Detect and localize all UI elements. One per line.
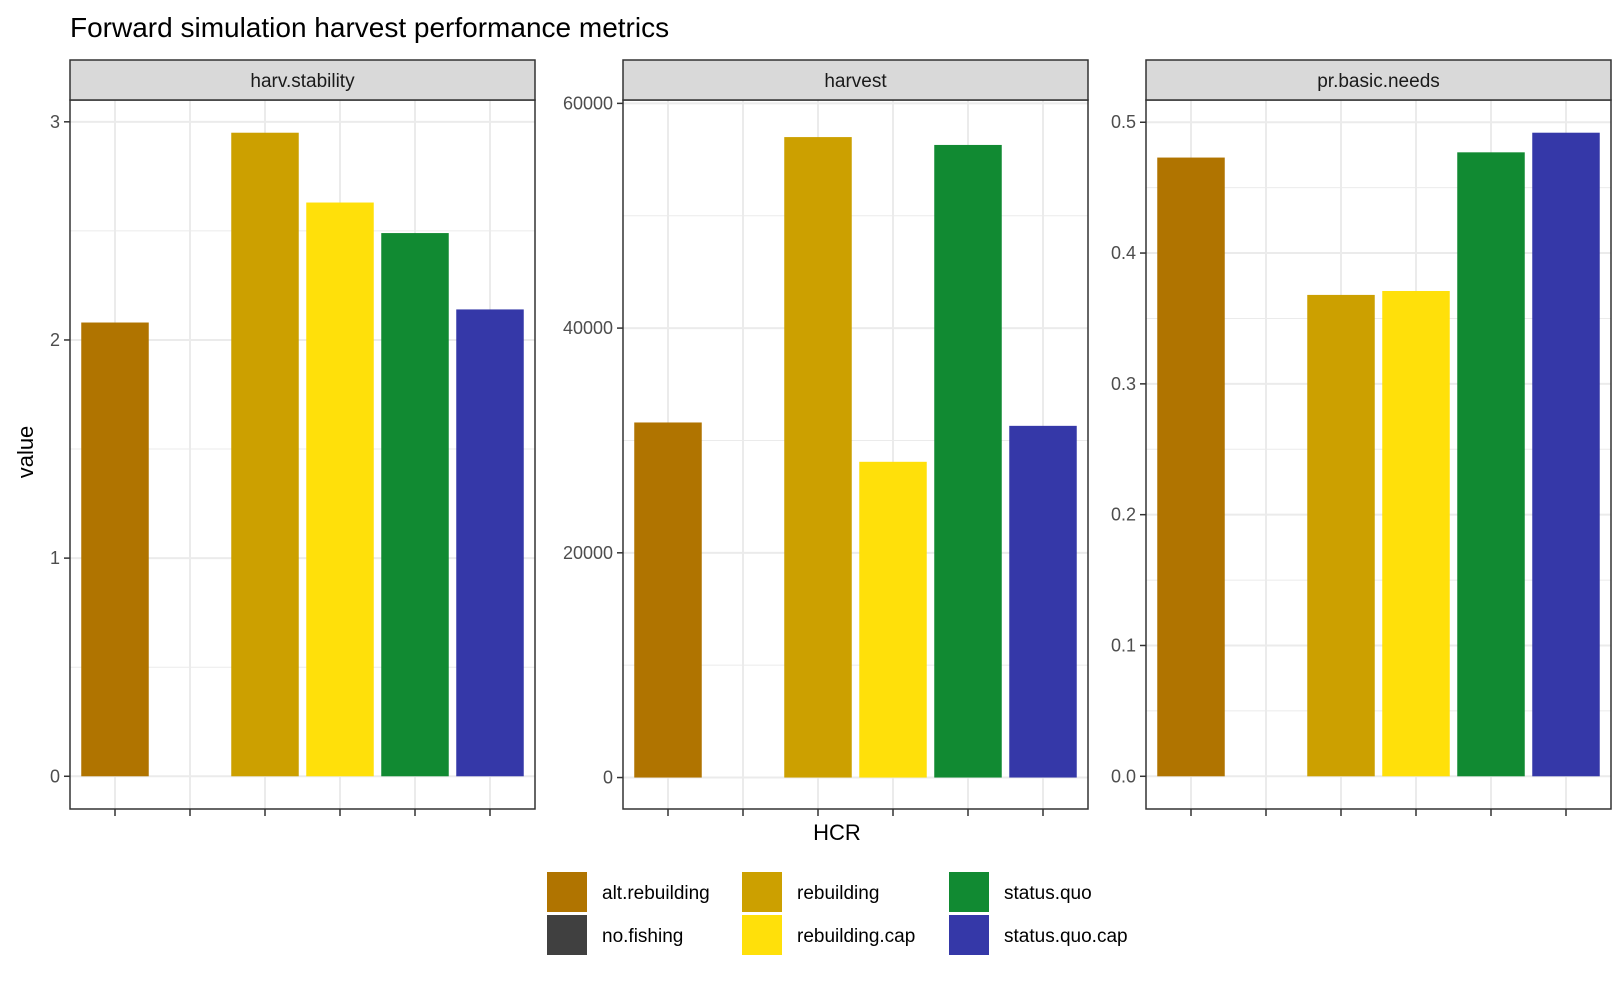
bar-harvest-alt.rebuilding: [634, 422, 702, 778]
legend-item-rebuilding.cap: rebuilding.cap: [742, 915, 915, 955]
bar-harvest-rebuilding.cap: [859, 461, 927, 778]
y-tick-label: 0: [50, 766, 60, 786]
bar-harv.stability-alt.rebuilding: [81, 322, 149, 777]
legend-label: rebuilding.cap: [797, 926, 915, 947]
facet-harvest: harvest 0 20000 40000 60000: [563, 59, 1089, 816]
y-axis-title: value: [13, 426, 38, 479]
legend-label: rebuilding: [797, 883, 879, 904]
facet-pr.basic.needs: pr.basic.needs 0.0 0.1 0.2 0.3 0.4 0.5: [1111, 59, 1612, 816]
legend-swatch: [742, 872, 782, 912]
legend-item-status.quo: status.quo: [949, 872, 1092, 912]
facet-strip-label: harvest: [824, 71, 887, 92]
x-axis-title: HCR: [813, 820, 861, 845]
bar-pr.basic.needs-status.quo: [1457, 152, 1525, 777]
y-tick-label: 20000: [563, 543, 613, 563]
y-tick-label: 0.2: [1111, 505, 1136, 525]
legend-item-no.fishing: no.fishing: [547, 915, 683, 955]
y-tick-label: 2: [50, 330, 60, 350]
legend-swatch: [547, 872, 587, 912]
facet-strip: [622, 59, 1089, 101]
legend-swatch: [742, 915, 782, 955]
legend-item-status.quo.cap: status.quo.cap: [949, 915, 1128, 955]
y-tick-label: 0: [603, 768, 613, 788]
facet-strip-label: pr.basic.needs: [1317, 71, 1440, 92]
facets: harv.stability 0 1 2 3 harvest 0 20000 40000 6000…: [50, 59, 1612, 816]
legend-swatch: [949, 872, 989, 912]
bar-harv.stability-status.quo.cap: [456, 309, 524, 777]
bar-harv.stability-rebuilding: [231, 132, 299, 777]
legend: alt.rebuilding no.fishing rebuilding rebuil…: [547, 872, 1128, 955]
bar-pr.basic.needs-alt.rebuilding: [1157, 157, 1225, 777]
bar-harvest-status.quo.cap: [1009, 425, 1077, 778]
y-tick-label: 0.0: [1111, 766, 1136, 786]
y-tick-label: 0.3: [1111, 374, 1136, 394]
bar-harvest-rebuilding: [784, 137, 852, 778]
y-tick-label: 60000: [563, 93, 613, 113]
legend-item-rebuilding: rebuilding: [742, 872, 879, 912]
legend-label: status.quo.cap: [1004, 926, 1128, 947]
y-tick-label: 0.5: [1111, 112, 1136, 132]
legend-label: status.quo: [1004, 883, 1092, 904]
facet-strip: [69, 59, 536, 101]
y-tick-label: 0.4: [1111, 243, 1136, 263]
legend-swatch: [547, 915, 587, 955]
legend-label: alt.rebuilding: [602, 883, 710, 904]
plot-title: Forward simulation harvest performance m…: [70, 12, 669, 43]
legend-label: no.fishing: [602, 926, 683, 947]
y-tick-label: 40000: [563, 318, 613, 338]
bar-pr.basic.needs-rebuilding: [1307, 294, 1375, 777]
bar-pr.basic.needs-status.quo.cap: [1532, 132, 1600, 777]
y-tick-label: 0.1: [1111, 635, 1136, 655]
legend-item-alt.rebuilding: alt.rebuilding: [547, 872, 710, 912]
y-tick-label: 1: [50, 548, 60, 568]
bar-harv.stability-status.quo: [381, 233, 449, 777]
bar-pr.basic.needs-rebuilding.cap: [1382, 290, 1450, 777]
bar-harvest-status.quo: [934, 144, 1002, 778]
legend-swatch: [949, 915, 989, 955]
y-tick-label: 3: [50, 112, 60, 132]
facet-strip: [1145, 59, 1612, 101]
facet-strip-label: harv.stability: [250, 71, 355, 92]
bar-harv.stability-rebuilding.cap: [306, 202, 374, 777]
facet-harv.stability: harv.stability 0 1 2 3: [50, 59, 536, 816]
